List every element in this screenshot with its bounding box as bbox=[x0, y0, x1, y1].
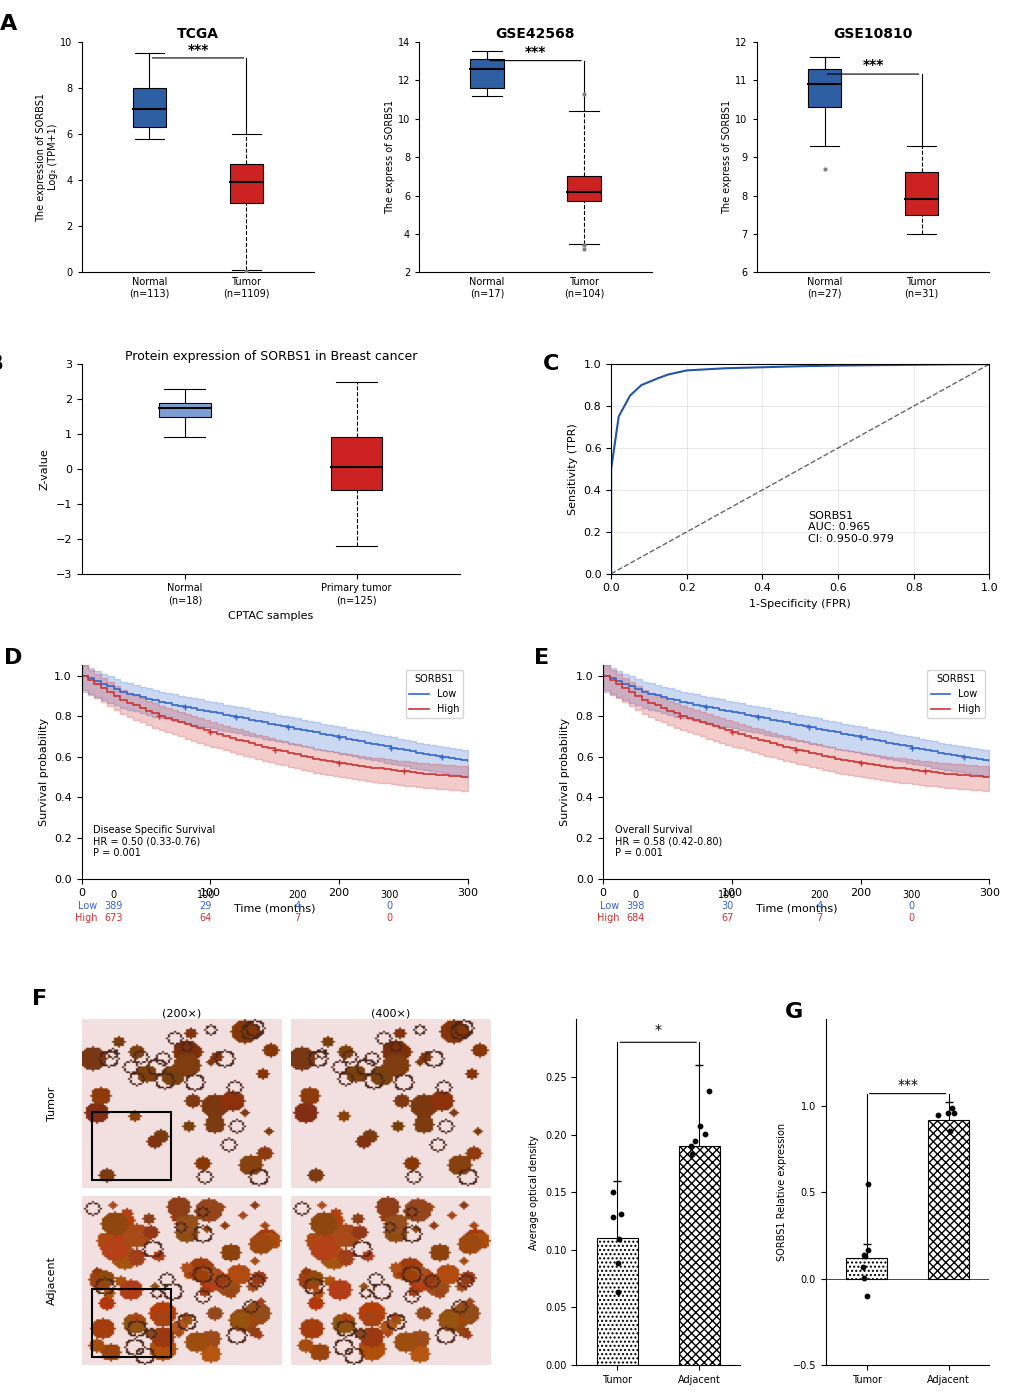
Text: 200: 200 bbox=[809, 890, 827, 900]
Bar bbox=[92, 1289, 171, 1357]
High bbox=[982, 769, 995, 786]
Text: G: G bbox=[785, 1002, 802, 1022]
Text: F: F bbox=[32, 989, 47, 1009]
High bbox=[114, 691, 126, 708]
Point bbox=[929, 1103, 946, 1126]
Bar bbox=[330, 437, 382, 490]
Text: E: E bbox=[533, 648, 548, 669]
Text: SORBS1
AUC: 0.965
CI: 0.950-0.979: SORBS1 AUC: 0.965 CI: 0.950-0.979 bbox=[807, 511, 893, 545]
Bar bbox=[159, 403, 210, 417]
Low bbox=[243, 710, 255, 727]
Low bbox=[635, 684, 647, 701]
Text: 0: 0 bbox=[111, 890, 117, 900]
Text: 0: 0 bbox=[632, 890, 638, 900]
Low bbox=[339, 729, 352, 745]
Y-axis label: The express of SORBS1: The express of SORBS1 bbox=[721, 100, 732, 215]
Low bbox=[75, 667, 88, 684]
Point bbox=[604, 1206, 621, 1229]
Y-axis label: Z-value: Z-value bbox=[40, 449, 50, 490]
High bbox=[243, 733, 255, 749]
Legend: Low, High: Low, High bbox=[926, 670, 983, 717]
Text: 7: 7 bbox=[294, 912, 301, 922]
Low bbox=[462, 752, 474, 769]
Text: *: * bbox=[654, 1022, 661, 1036]
Text: C: C bbox=[542, 354, 558, 373]
Point bbox=[854, 1256, 870, 1279]
Bar bbox=[567, 177, 600, 202]
Bar bbox=[678, 1146, 718, 1365]
Title: (400×): (400×) bbox=[371, 1009, 410, 1018]
Low bbox=[165, 696, 177, 713]
Text: Overall Survival
HR = 0.58 (0.42-0.80)
P = 0.001: Overall Survival HR = 0.58 (0.42-0.80) P… bbox=[614, 825, 721, 858]
High bbox=[860, 755, 872, 772]
Title: Protein expression of SORBS1 in Breast cancer: Protein expression of SORBS1 in Breast c… bbox=[124, 350, 417, 364]
Y-axis label: The express of SORBS1: The express of SORBS1 bbox=[384, 100, 394, 215]
Text: Low: Low bbox=[78, 901, 98, 911]
X-axis label: CPTAC samples: CPTAC samples bbox=[228, 610, 313, 621]
Point bbox=[609, 1252, 626, 1275]
Line: High: High bbox=[602, 676, 988, 777]
Point bbox=[855, 1244, 871, 1266]
High bbox=[165, 712, 177, 729]
Text: D: D bbox=[4, 648, 22, 669]
Y-axis label: Survival probability: Survival probability bbox=[559, 717, 570, 826]
Point bbox=[686, 1130, 702, 1152]
Bar bbox=[229, 164, 263, 203]
High bbox=[75, 667, 88, 684]
X-axis label: Time (months): Time (months) bbox=[233, 904, 315, 914]
High bbox=[957, 766, 969, 783]
Low bbox=[114, 684, 126, 701]
Text: 29: 29 bbox=[200, 901, 212, 911]
High bbox=[596, 667, 608, 684]
Low bbox=[435, 748, 447, 765]
Text: High: High bbox=[75, 912, 98, 922]
Text: 0: 0 bbox=[907, 912, 913, 922]
High bbox=[635, 691, 647, 708]
Point bbox=[941, 1120, 957, 1142]
High bbox=[320, 751, 332, 768]
Text: 4: 4 bbox=[815, 901, 821, 911]
Low bbox=[982, 752, 995, 769]
Title: (200×): (200×) bbox=[162, 1009, 201, 1018]
Point bbox=[859, 1173, 875, 1195]
Text: A: A bbox=[0, 14, 17, 33]
Text: 100: 100 bbox=[717, 890, 736, 900]
Line: Low: Low bbox=[602, 676, 988, 761]
High bbox=[339, 755, 352, 772]
Point bbox=[856, 1245, 872, 1268]
Text: 673: 673 bbox=[104, 912, 123, 922]
Bar bbox=[846, 1258, 887, 1279]
Text: 684: 684 bbox=[626, 912, 644, 922]
Text: ***: *** bbox=[861, 59, 882, 72]
Bar bbox=[92, 1112, 171, 1180]
Text: 200: 200 bbox=[288, 890, 307, 900]
Text: 300: 300 bbox=[901, 890, 919, 900]
Bar bbox=[470, 59, 503, 88]
Line: Low: Low bbox=[82, 676, 468, 761]
Text: 7: 7 bbox=[815, 912, 821, 922]
Text: ***: *** bbox=[187, 43, 209, 57]
Low bbox=[320, 726, 332, 742]
Point bbox=[700, 1080, 716, 1102]
Bar bbox=[927, 1120, 968, 1279]
Text: 100: 100 bbox=[197, 890, 215, 900]
X-axis label: Time (months): Time (months) bbox=[755, 904, 837, 914]
Text: 0: 0 bbox=[386, 901, 392, 911]
Point bbox=[610, 1227, 627, 1250]
High bbox=[687, 712, 699, 729]
Text: 300: 300 bbox=[380, 890, 398, 900]
Low bbox=[860, 729, 872, 745]
Low bbox=[763, 710, 775, 727]
Low bbox=[957, 748, 969, 765]
Text: Adjacent: Adjacent bbox=[47, 1256, 57, 1305]
High bbox=[841, 751, 853, 768]
Point bbox=[945, 1102, 961, 1124]
High bbox=[435, 766, 447, 783]
Point bbox=[604, 1181, 621, 1204]
Point bbox=[612, 1202, 629, 1224]
Bar bbox=[904, 173, 937, 215]
Text: 0: 0 bbox=[907, 901, 913, 911]
Text: 67: 67 bbox=[720, 912, 733, 922]
Text: High: High bbox=[596, 912, 619, 922]
Low bbox=[841, 726, 853, 742]
